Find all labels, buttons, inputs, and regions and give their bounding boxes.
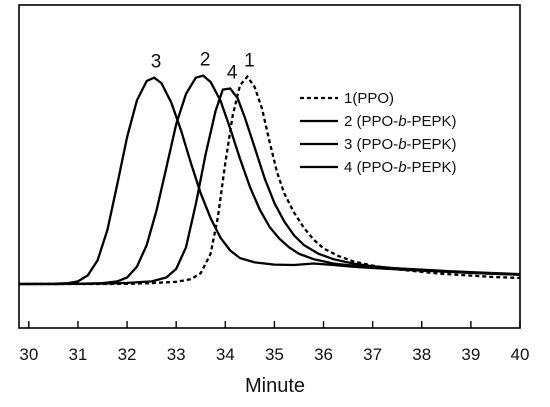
x-tick-label: 37 <box>363 345 382 364</box>
peak-label-4: 4 <box>227 63 238 84</box>
legend-label-3: 3 (PPO-b-PEPK) <box>344 136 457 153</box>
legend-label-1: 1(PPO) <box>344 90 394 107</box>
peak-label-3: 3 <box>151 52 162 73</box>
x-tick-label: 30 <box>19 345 38 364</box>
legend-label-2: 2 (PPO-b-PEPK) <box>344 113 457 130</box>
peak-label-1: 1 <box>244 51 255 72</box>
x-tick-label: 39 <box>461 345 480 364</box>
x-tick-label: 34 <box>216 345 235 364</box>
plot-frame <box>18 4 521 329</box>
legend: 1(PPO) 2 (PPO-b-PEPK) 3 (PPO-b-PEPK) 4 (PPO… <box>300 90 457 176</box>
x-axis-ticks: 30 31 32 33 34 35 36 37 38 39 40 <box>19 321 529 364</box>
x-tick-label: 31 <box>68 345 87 364</box>
x-axis-title: Minute <box>245 375 305 397</box>
x-tick-label: 38 <box>412 345 431 364</box>
series-line-1 <box>19 74 521 286</box>
x-tick-label: 40 <box>511 345 530 364</box>
series-curves <box>18 74 521 286</box>
series-line-4 <box>19 87 521 286</box>
peak-labels: 1 2 3 4 <box>151 50 255 84</box>
x-tick-label: 35 <box>265 345 284 364</box>
x-tick-label: 33 <box>167 345 186 364</box>
legend-label-4: 4 (PPO-b-PEPK) <box>344 159 457 176</box>
series-line-2 <box>19 74 521 286</box>
x-tick-label: 32 <box>118 345 137 364</box>
x-tick-label: 36 <box>314 345 333 364</box>
peak-label-2: 2 <box>200 50 211 71</box>
series-line-3 <box>18 76 521 286</box>
